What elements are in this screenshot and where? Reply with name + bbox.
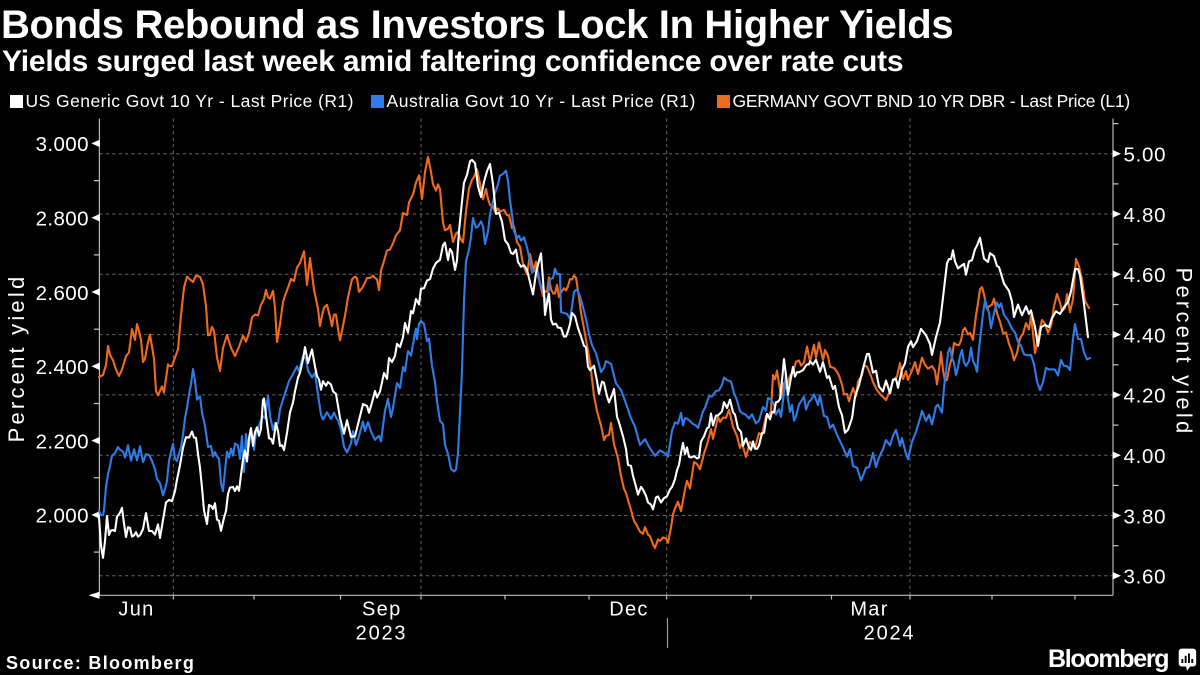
- svg-text:2.800: 2.800: [36, 208, 89, 231]
- svg-text:Jun: Jun: [118, 599, 154, 621]
- svg-text:4.40: 4.40: [1124, 324, 1167, 347]
- svg-text:4.60: 4.60: [1124, 264, 1167, 287]
- svg-text:4.00: 4.00: [1124, 445, 1167, 468]
- svg-text:2.000: 2.000: [36, 505, 89, 528]
- svg-text:Percent yield: Percent yield: [4, 274, 29, 443]
- svg-text:2023: 2023: [356, 623, 408, 645]
- svg-text:3.60: 3.60: [1124, 566, 1167, 589]
- svg-text:2.600: 2.600: [36, 282, 89, 305]
- svg-text:5.00: 5.00: [1124, 144, 1167, 167]
- svg-text:4.80: 4.80: [1124, 204, 1167, 227]
- svg-text:Mar: Mar: [850, 599, 888, 621]
- svg-text:4.20: 4.20: [1124, 385, 1167, 408]
- svg-text:2.200: 2.200: [36, 430, 89, 453]
- svg-text:Percent yield: Percent yield: [1172, 268, 1197, 437]
- svg-text:3.000: 3.000: [36, 133, 89, 156]
- svg-text:2.400: 2.400: [36, 356, 89, 379]
- svg-text:Dec: Dec: [609, 599, 648, 621]
- svg-text:3.80: 3.80: [1124, 505, 1167, 528]
- svg-text:Sep: Sep: [362, 599, 402, 621]
- svg-text:2024: 2024: [864, 623, 916, 645]
